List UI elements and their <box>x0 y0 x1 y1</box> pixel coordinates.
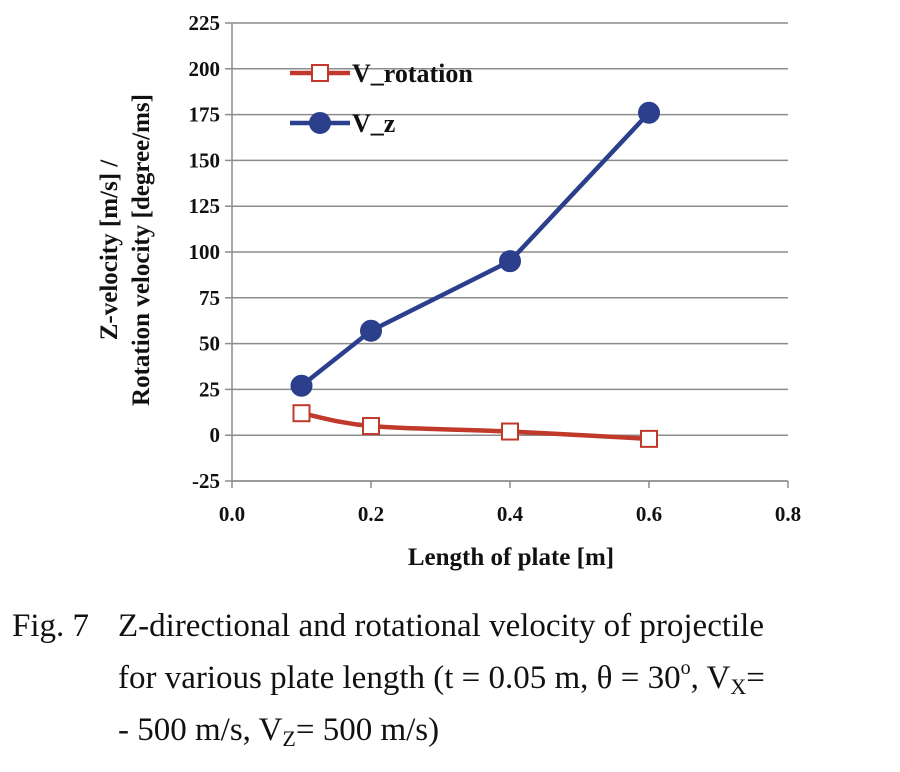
y-tick-label: 150 <box>189 148 221 172</box>
caption-line1: Z-directional and rotational velocity of… <box>118 608 764 644</box>
y-tick-label: 25 <box>199 377 220 401</box>
data-point <box>501 422 519 441</box>
y-tick-label: 0 <box>210 423 221 447</box>
data-point <box>360 319 382 342</box>
data-point <box>640 429 658 448</box>
y-tick-label: 125 <box>189 194 221 218</box>
y-tick-label: 175 <box>189 103 221 127</box>
x-axis-title: Length of plate [m] <box>408 544 614 571</box>
caption-number: Fig. 7 <box>12 608 90 644</box>
y-tick-label: 100 <box>189 240 221 264</box>
data-point <box>362 417 380 436</box>
legend-label: V_z <box>352 109 395 138</box>
y-axis-title-line1: Z-velocity [m/s] / <box>96 159 123 341</box>
chart: -25 0 25 50 75 100 125 150 175 200 225 0.0 0.2 0.4 0.6… <box>96 11 802 571</box>
legend-label: V_rotation <box>352 59 473 88</box>
data-point <box>499 250 521 273</box>
data-point <box>290 374 313 397</box>
y-tick-label: -25 <box>192 469 220 493</box>
x-tick-label: 0.6 <box>636 502 662 526</box>
series-line <box>300 111 651 388</box>
data-point <box>638 101 660 124</box>
tick-labels: -25 0 25 50 75 100 125 150 175 200 225 0.0 0.2 0.4 0.6… <box>189 11 802 526</box>
legend: V_rotation V_z <box>290 59 473 138</box>
x-tick-label: 0.4 <box>497 502 524 526</box>
series-v-rotation <box>292 404 658 448</box>
series-v-z <box>290 101 660 397</box>
y-tick-label: 225 <box>189 11 221 35</box>
caption-line2: for various plate length (t = 0.05 m, θ … <box>118 657 765 699</box>
series-line <box>301 411 650 442</box>
caption-line3: - 500 m/s, VZ= 500 m/s) <box>118 712 440 751</box>
y-tick-label: 50 <box>199 332 220 356</box>
y-tick-label: 75 <box>199 286 220 310</box>
legend-item-v-z: V_z <box>290 109 395 138</box>
x-tick-label: 0.2 <box>358 502 384 526</box>
figure-caption: Fig. 7 Z-directional and rotational velo… <box>12 600 892 756</box>
y-axis-title-line2: Rotation velocity [degree/ms] <box>128 94 155 406</box>
legend-marker <box>311 64 329 82</box>
data-series <box>290 101 660 448</box>
data-point <box>292 404 311 423</box>
x-tick-label: 0.0 <box>219 502 245 526</box>
legend-marker <box>309 112 331 134</box>
y-tick-label: 200 <box>189 57 221 81</box>
y-axis-title: Z-velocity [m/s] / Rotation velocity [de… <box>96 94 155 406</box>
x-tick-label: 0.8 <box>775 502 801 526</box>
legend-item-v-rotation: V_rotation <box>290 59 473 88</box>
